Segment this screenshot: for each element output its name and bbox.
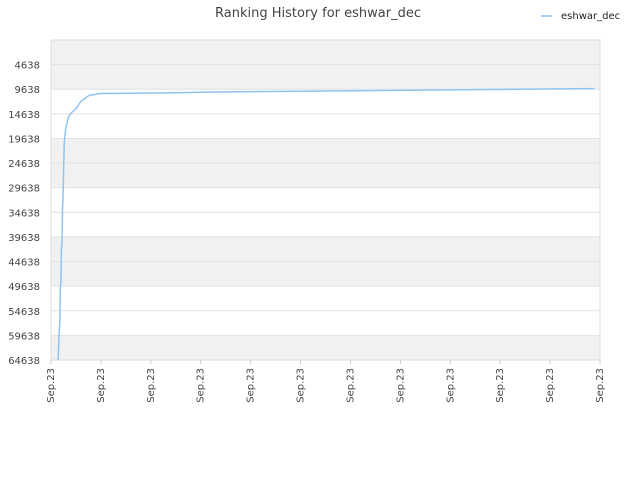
y-tick-label: 29638: [8, 184, 40, 195]
y-tick-label: 24638: [8, 159, 40, 170]
x-tick-label: Sep.23: [46, 368, 57, 403]
y-tick-label: 49638: [8, 282, 40, 293]
y-tick-label: 14638: [8, 110, 40, 121]
grid-band: [51, 187, 600, 213]
x-tick-label: Sep.23: [345, 368, 356, 403]
x-tick-label: Sep.23: [246, 368, 257, 403]
legend: eshwar_dec: [541, 11, 620, 22]
grid-band: [51, 113, 600, 139]
y-tick-label: 59638: [8, 331, 40, 342]
y-tick-label: 4638: [15, 61, 40, 72]
x-tick-label: Sep.23: [445, 368, 456, 403]
grid-band: [51, 261, 600, 287]
x-tick-label: Sep.23: [146, 368, 157, 403]
x-tick-label: Sep.23: [545, 368, 556, 403]
x-tick-label: Sep.23: [395, 368, 406, 403]
grid-band: [51, 163, 600, 188]
grid-lines: [50, 39, 601, 361]
x-tick-label: Sep.23: [595, 368, 606, 403]
y-tick-label: 64638: [8, 356, 40, 367]
x-tick-label: Sep.23: [196, 368, 207, 403]
x-tick-label: Sep.23: [96, 368, 107, 403]
grid-band: [51, 212, 600, 237]
x-tick-label: Sep.23: [495, 368, 506, 403]
x-tick-label: Sep.23: [296, 368, 307, 403]
y-axis: 4638 9638 14638 19638 24638 29638 34638 39638 44…: [8, 61, 40, 367]
grid-band: [51, 236, 600, 262]
grid-bands: [51, 40, 600, 360]
series-lines: [57, 87, 595, 361]
plot-border: [50, 39, 601, 361]
grid-band: [51, 310, 600, 336]
chart-title: Ranking History for eshwar_dec: [215, 6, 421, 21]
y-tick-label: 44638: [8, 258, 40, 269]
grid-band: [51, 40, 600, 65]
y-tick-label: 9638: [15, 85, 40, 96]
series-line: [57, 87, 595, 361]
y-tick-label: 34638: [8, 208, 40, 219]
y-tick-label: 54638: [8, 307, 40, 318]
grid-band: [51, 138, 600, 164]
grid-band: [51, 64, 600, 90]
grid-band: [51, 286, 600, 311]
legend-label: eshwar_dec: [561, 11, 620, 22]
grid-band: [51, 335, 600, 360]
y-tick-label: 19638: [8, 134, 40, 145]
y-tick-label: 39638: [8, 233, 40, 244]
x-axis: Sep.23 Sep.23 Sep.23 Sep.23 Sep.23 Sep.23 Sep.…: [46, 360, 606, 403]
